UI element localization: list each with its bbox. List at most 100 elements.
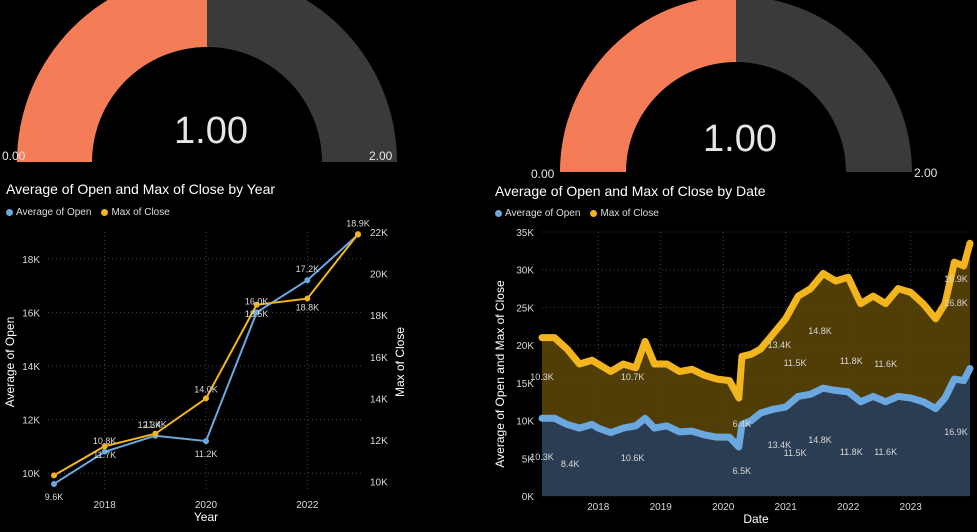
data-label: 18.5K: [245, 309, 269, 319]
data-label-close: 11.6K: [874, 359, 897, 369]
legend-item-open-2[interactable]: Average of Open: [495, 208, 580, 219]
data-label-open: 10.6K: [621, 453, 645, 463]
data-label-close: 14.8K: [808, 326, 832, 336]
chart-right-title: Average of Open and Max of Close by Date: [495, 183, 766, 199]
data-label-open: 10.3K: [530, 452, 554, 462]
data-label-close: 16.9K: [944, 274, 968, 284]
gauge-right-min: 0.00: [531, 167, 555, 181]
legend-item-close-2[interactable]: Max of Close: [590, 208, 659, 219]
data-label-close: 10.3K: [530, 372, 554, 382]
y-tick-label: 15K: [516, 379, 534, 390]
data-point-open: [253, 309, 260, 316]
y-tick-label: 35K: [516, 228, 534, 239]
x-tick-label: 2018: [587, 502, 610, 513]
x-axis-label: Year: [194, 510, 218, 524]
chart-left-title: Average of Open and Max of Close by Year: [6, 181, 276, 197]
data-label: 18.9K: [346, 220, 370, 229]
gauge-right-value: 1.00: [703, 118, 777, 160]
gauge-left-min: 0.00: [2, 149, 26, 163]
data-point-close: [51, 472, 57, 479]
data-label-close: 11.8K: [840, 356, 863, 366]
data-label-close: 6.4K: [733, 419, 752, 429]
legend-item-open[interactable]: Average of Open: [6, 207, 91, 218]
series-line-open: [538, 365, 974, 451]
data-label: 12.3K: [138, 420, 162, 430]
x-axis-label: Date: [743, 512, 769, 526]
data-point-close: [304, 295, 311, 302]
legend-label-close: Max of Close: [111, 207, 170, 218]
gauge-left-arc: [17, 0, 397, 162]
data-label: 14.0K: [194, 384, 218, 394]
data-label: 11.7K: [93, 450, 116, 460]
data-point-open: [304, 277, 311, 284]
data-point-close: [152, 430, 159, 437]
x-tick-label: 2020: [712, 502, 735, 513]
data-point-close: [355, 231, 361, 238]
y2-axis-label: Max of Close: [393, 327, 407, 397]
data-point-open: [101, 448, 108, 455]
chart-left-legend: Average of Open Max of Close: [6, 207, 176, 218]
data-label-open: 11.6K: [874, 447, 897, 457]
data-label: 17.2K: [296, 264, 320, 274]
data-label: 16.0K: [245, 296, 269, 306]
gauge-left: 1.00 0.00 2.00: [0, 0, 480, 170]
data-label-close: 13.4K: [768, 340, 792, 350]
gauge-left-max: 2.00: [369, 149, 393, 163]
y-axis-label: Average of Open: [3, 317, 17, 408]
y-tick-label: 10K: [516, 417, 534, 428]
y2-tick-label: 16K: [370, 353, 388, 364]
data-label: 11.4K: [144, 420, 167, 430]
y-tick-label: 30K: [516, 266, 534, 277]
y-tick-label: 20K: [516, 341, 534, 352]
data-point-open: [51, 480, 57, 487]
legend-item-close[interactable]: Max of Close: [101, 207, 170, 218]
y2-tick-label: 20K: [370, 270, 388, 281]
y-axis-label: Average of Open and Max of Close: [493, 280, 507, 468]
data-label-open: 11.5K: [784, 448, 807, 458]
gauge-left-fill: [17, 0, 207, 162]
data-point-open: [203, 438, 209, 445]
x-tick-label: 2023: [900, 502, 923, 513]
x-tick-label: 2021: [775, 502, 798, 513]
legend-dot-close-2: [590, 210, 598, 217]
y2-tick-label: 12K: [370, 436, 388, 447]
y-tick-label: 5K: [522, 454, 535, 465]
data-label: 18.8K: [296, 303, 320, 313]
y-tick-label: 0K: [522, 492, 535, 503]
data-label-open: 11.8K: [840, 447, 863, 457]
legend-dot-open-2: [495, 210, 502, 217]
x-tick-label: 2022: [296, 500, 319, 511]
legend-label-close-2: Max of Close: [600, 208, 659, 219]
y2-tick-label: 22K: [370, 228, 388, 239]
area-open: [542, 368, 970, 496]
chart-right-legend: Average of Open Max of Close: [495, 208, 665, 219]
y-tick-label: 10K: [22, 469, 40, 480]
y-tick-label: 16K: [22, 308, 40, 319]
legend-label-open-2: Average of Open: [505, 208, 581, 219]
data-label-open: 6.5K: [733, 466, 752, 476]
gauge-right-max: 2.00: [914, 166, 938, 180]
data-label-close: 10.7K: [621, 372, 645, 382]
y-tick-label: 25K: [516, 303, 534, 314]
y2-tick-label: 14K: [370, 394, 388, 405]
data-label-open: 13.4K: [768, 440, 792, 450]
line-chart-by-year: 10K 12K 14K 16K 18K 2018 2020 2022 10K 12K 14K 16K 1…: [3, 220, 407, 524]
data-label: 9.6K: [45, 492, 64, 502]
legend-dot-close: [101, 209, 109, 216]
data-label: 10.8K: [93, 436, 117, 446]
x-tick-label: 2020: [195, 500, 218, 511]
legend-dot-open: [6, 209, 13, 216]
data-label-close: 16.8K: [944, 298, 968, 308]
data-label-open: 8.4K: [561, 459, 580, 469]
gauge-right-arc: [560, 0, 912, 172]
x-tick-label: 2022: [837, 502, 860, 513]
y-tick-label: 18K: [22, 255, 40, 266]
data-point-close: [253, 301, 260, 308]
data-point-close: [101, 443, 108, 450]
legend-label-open: Average of Open: [16, 207, 92, 218]
y-tick-label: 12K: [22, 416, 40, 427]
data-point-close: [203, 395, 209, 402]
x-tick-label: 2019: [650, 502, 673, 513]
x-tick-label: 2018: [94, 500, 117, 511]
gauge-right: 1.00 0.00 2.00: [490, 0, 977, 181]
